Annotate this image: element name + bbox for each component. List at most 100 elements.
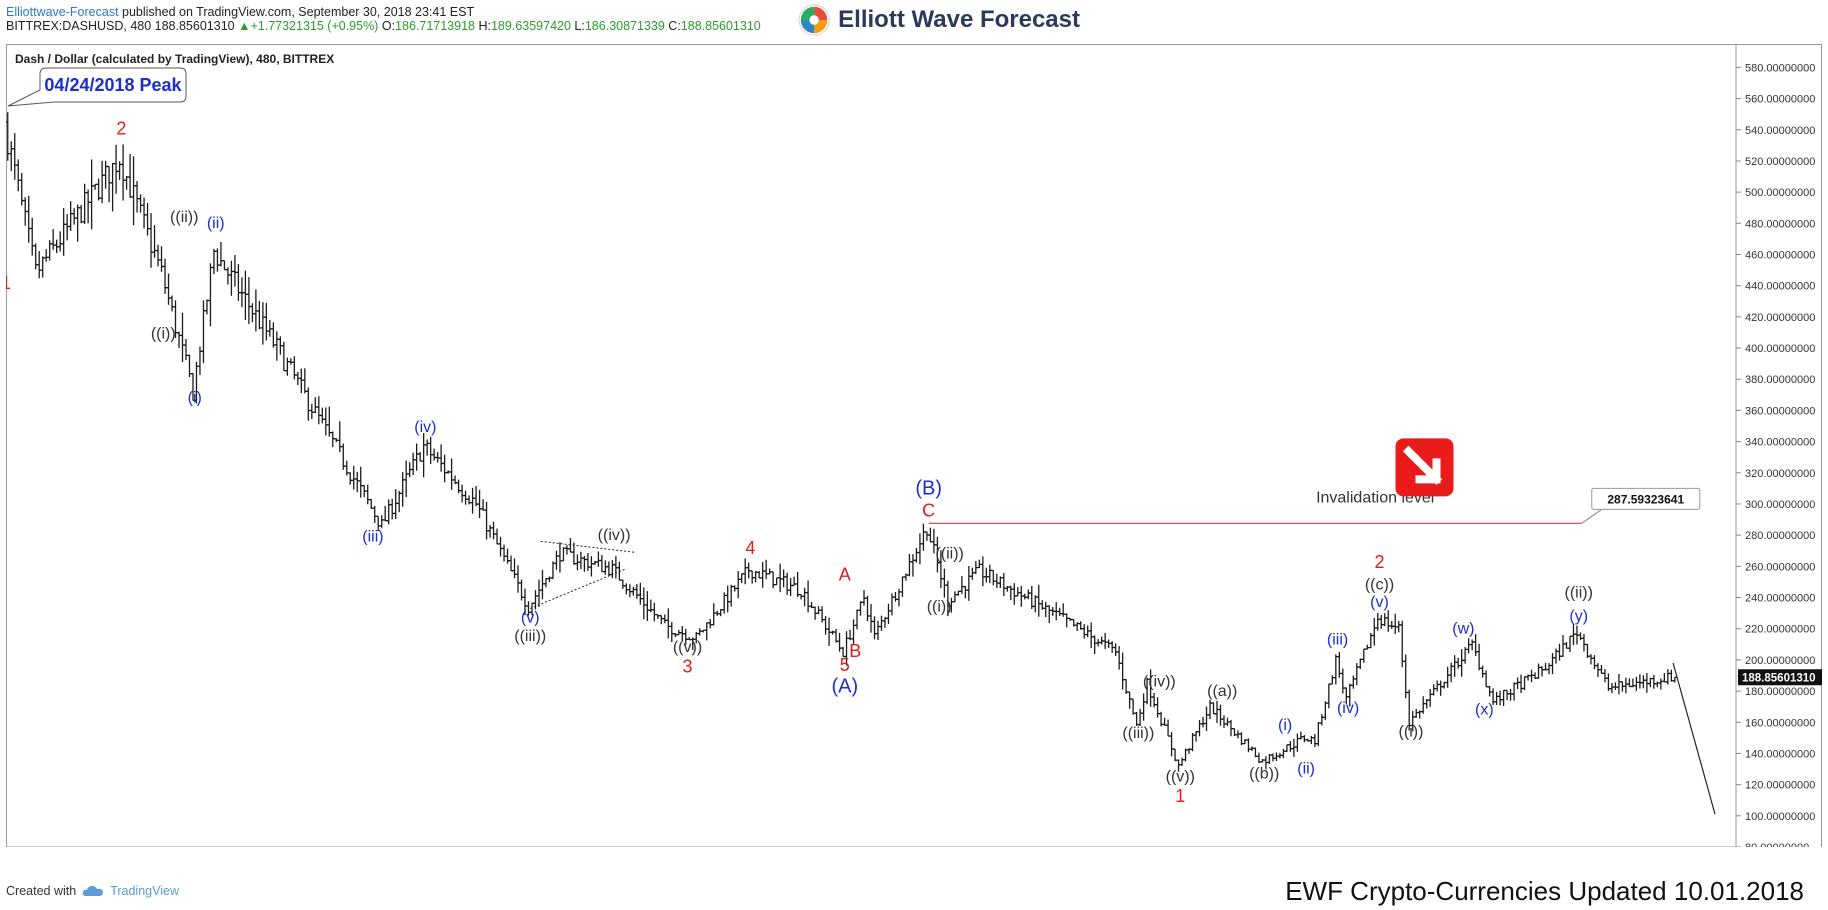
publisher-link[interactable]: Elliottwave-Forecast <box>6 5 119 19</box>
price-change: ▲+1.77321315 (+0.95%) <box>238 19 379 33</box>
open-label: O: <box>381 19 396 33</box>
wave-label: (ii) <box>207 215 225 232</box>
wave-label: ((ii)) <box>1565 585 1593 602</box>
y-tick-label: 580.00000000 <box>1745 62 1815 74</box>
wave-label: ((iii)) <box>514 628 546 645</box>
chart-header: Elliottwave-Forecast published on Tradin… <box>0 0 1828 42</box>
y-tick-label: 180.00000000 <box>1745 686 1815 698</box>
wave-label: (i) <box>1278 717 1292 734</box>
wave-label: 2 <box>116 118 126 138</box>
wave-label: (iii) <box>1327 631 1348 648</box>
y-tick-label: 400.00000000 <box>1745 343 1815 355</box>
wave-label: 3 <box>683 656 693 676</box>
wave-label: (v) <box>521 609 540 626</box>
y-tick-label: 280.00000000 <box>1745 530 1815 542</box>
chart-footer: Created with TradingView EWF Crypto-Curr… <box>0 870 1828 910</box>
chart-border <box>6 44 1822 847</box>
wave-label: ((iv)) <box>1143 673 1176 690</box>
ewf-logo-icon <box>798 4 830 36</box>
created-with-text: Created with <box>6 884 77 898</box>
peak-callout-text: 04/24/2018 Peak <box>44 75 182 95</box>
wave-label: 4 <box>745 538 755 558</box>
y-tick-label: 200.00000000 <box>1745 655 1815 667</box>
wave-label: (v) <box>1370 594 1389 611</box>
svg-text:287.59323641: 287.59323641 <box>1607 492 1684 506</box>
high-value: 189.63597420 <box>490 19 571 33</box>
wave-label: ((iv)) <box>598 527 631 544</box>
peak-callout: 04/24/2018 Peak <box>7 67 187 107</box>
wave-label: (A) <box>831 676 858 698</box>
projection-line <box>1672 662 1716 815</box>
wave-label: (ii) <box>1297 761 1315 778</box>
y-tick-label: 420.00000000 <box>1745 312 1815 324</box>
published-text: published on TradingView.com, September … <box>118 5 475 19</box>
y-tick-label: 120.00000000 <box>1745 780 1815 792</box>
y-tick-label: 340.00000000 <box>1745 437 1815 449</box>
y-tick-label: 140.00000000 <box>1745 748 1815 760</box>
price-axis[interactable]: 580.00000000 560.00000000 540.00000000 520.… <box>1736 62 1815 847</box>
wave-label: (B) <box>915 478 942 500</box>
triangle-pattern <box>530 540 636 609</box>
last-price-tag: 188.85601310 <box>1738 669 1822 686</box>
created-with: Created with TradingView <box>6 884 179 898</box>
close-label: C: <box>668 19 681 33</box>
y-tick-label: 160.00000000 <box>1745 717 1815 729</box>
y-tick-label: 480.00000000 <box>1745 218 1815 230</box>
wave-label: (w) <box>1452 620 1474 637</box>
invalidation-connector <box>1581 508 1603 524</box>
open-value: 186.71713918 <box>395 19 475 33</box>
wave-label: (iii) <box>362 528 383 545</box>
price-chart[interactable]: Dash / Dollar (calculated by TradingView… <box>6 44 1822 847</box>
wave-label: ((v)) <box>673 639 702 656</box>
y-tick-label: 360.00000000 <box>1745 405 1815 417</box>
y-tick-label: 220.00000000 <box>1745 624 1815 636</box>
wave-labels: 12((i))((ii))(i)(ii)(iii)(iv)((iv))(v)((… <box>6 118 1593 805</box>
y-tick-label: 240.00000000 <box>1745 593 1815 605</box>
wave-label: ((i)) <box>151 326 176 343</box>
symbol-line: BITTREX:DASHUSD, 480 188.85601310 <box>6 19 235 33</box>
wave-label: (i) <box>188 390 202 407</box>
wave-label: A <box>839 564 851 584</box>
ewf-update-text: EWF Crypto-Currencies Updated 10.01.2018 <box>1285 876 1804 906</box>
wave-label: 1 <box>1175 786 1185 806</box>
ewf-logo: Elliott Wave Forecast <box>798 2 1080 38</box>
publish-info: Elliottwave-Forecast published on Tradin… <box>6 5 761 33</box>
logo-text: Elliott Wave Forecast <box>838 6 1080 33</box>
wave-label: B <box>849 641 861 661</box>
wave-label: 2 <box>1375 552 1385 572</box>
wave-label: (iv) <box>1337 700 1359 717</box>
wave-label: ((i)) <box>1399 723 1424 740</box>
low-label: L: <box>574 19 585 33</box>
wave-label: ((i)) <box>927 599 952 616</box>
tradingview-link[interactable]: TradingView <box>110 884 179 898</box>
wave-label: C <box>922 500 935 520</box>
wave-label: (x) <box>1475 701 1494 718</box>
wave-label: ((a)) <box>1207 683 1237 700</box>
triangle-lower-line <box>530 568 625 609</box>
high-label: H: <box>478 19 491 33</box>
down-arrow-icon <box>1395 438 1454 497</box>
y-tick-label: 380.00000000 <box>1745 374 1815 386</box>
wave-label: (iv) <box>414 419 436 436</box>
close-value: 188.85601310 <box>680 19 761 33</box>
y-tick-label: 460.00000000 <box>1745 249 1815 261</box>
svg-text:188.85601310: 188.85601310 <box>1742 672 1816 684</box>
tradingview-cloud-icon <box>82 886 104 896</box>
wave-label: ((v)) <box>1166 769 1195 786</box>
y-tick-label: 320.00000000 <box>1745 468 1815 480</box>
wave-label: 5 <box>840 655 850 675</box>
wave-label: ((iii)) <box>1122 725 1154 742</box>
y-tick-label: 540.00000000 <box>1745 125 1815 137</box>
y-tick-label: 100.00000000 <box>1745 811 1815 823</box>
y-tick-label: 300.00000000 <box>1745 499 1815 511</box>
y-tick-label: 500.00000000 <box>1745 187 1815 199</box>
ohlc-bars <box>6 112 1678 772</box>
y-tick-label: 440.00000000 <box>1745 281 1815 293</box>
wave-label: 1 <box>6 273 11 293</box>
y-tick-label: 520.00000000 <box>1745 156 1815 168</box>
y-tick-label: 560.00000000 <box>1745 94 1815 106</box>
wave-label: ((ii)) <box>935 546 963 563</box>
low-value: 186.30871339 <box>584 19 665 33</box>
y-tick-label: 80.00000000 <box>1745 842 1809 847</box>
wave-label: ((c)) <box>1365 577 1394 594</box>
